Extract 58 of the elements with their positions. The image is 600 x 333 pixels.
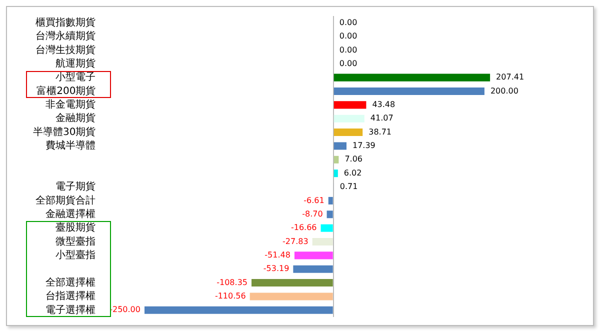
- data-label: -108.35: [216, 278, 248, 287]
- data-label: -250.00: [110, 305, 140, 314]
- bar: [312, 238, 333, 246]
- y-tick-label: 航運期貨: [56, 57, 96, 70]
- data-label: -6.61: [304, 196, 324, 205]
- bar: [334, 101, 366, 109]
- data-label: 0.71: [340, 182, 358, 192]
- data-label: 17.39: [352, 141, 376, 150]
- bar: [334, 156, 339, 164]
- data-label: 207.41: [496, 72, 524, 82]
- data-label: -16.66: [290, 223, 317, 232]
- data-label: 7.06: [344, 154, 363, 164]
- y-tick-label: 富櫃200期貨: [36, 84, 96, 97]
- y-tick-label: 微型臺指: [56, 235, 96, 248]
- data-label: 6.02: [344, 168, 362, 178]
- y-tick-label: 台指選擇權: [46, 290, 96, 302]
- y-tick-label: 非金電期貨: [46, 98, 96, 111]
- bar: [252, 279, 333, 287]
- data-label: -110.56: [214, 292, 246, 301]
- y-tick-label: 櫃買指數期貨: [36, 16, 96, 28]
- data-label: 200.00: [490, 86, 518, 96]
- data-label: 0.00: [339, 45, 358, 54]
- bar: [326, 210, 333, 218]
- bar: [328, 196, 333, 204]
- bar: [320, 224, 333, 232]
- data-label: 0.00: [339, 58, 358, 68]
- y-tick-label: 金融期貨: [56, 112, 96, 124]
- y-tick-label: 全部選擇權: [46, 276, 96, 288]
- bar: [334, 142, 346, 150]
- y-tick-label: 臺股期貨: [56, 222, 96, 234]
- bar: [250, 292, 333, 300]
- bar: [334, 170, 338, 178]
- bar: [334, 74, 490, 82]
- bar: [334, 87, 484, 96]
- y-tick-label: 小型電子: [56, 71, 96, 84]
- data-label: 0.00: [339, 18, 358, 27]
- data-label: 0.00: [339, 32, 358, 41]
- bar: [334, 114, 364, 122]
- y-tick-label: 小型臺指: [56, 249, 96, 262]
- bar: [293, 265, 333, 273]
- data-label: -51.48: [264, 250, 290, 260]
- bar: [334, 128, 363, 136]
- y-tick-label: 全部期貨合計: [36, 194, 96, 206]
- data-label: 43.48: [372, 100, 396, 110]
- y-tick-label: 台灣生技期貨: [36, 44, 96, 56]
- y-tick-label: 台灣永續期貨: [36, 30, 96, 42]
- data-label: -53.19: [263, 264, 290, 274]
- y-tick-label: 電子期貨: [56, 180, 96, 193]
- data-label: 38.71: [368, 127, 392, 136]
- y-tick-label: 金融選擇權: [46, 208, 96, 220]
- y-tick-label: 費城半導體: [46, 140, 96, 152]
- y-tick-label: 電子選擇權: [46, 304, 96, 316]
- data-label: 41.07: [370, 114, 394, 123]
- data-label: -27.83: [282, 236, 308, 246]
- bar: [294, 252, 333, 260]
- data-label: -8.70: [302, 209, 323, 218]
- y-tick-label: 半導體30期貨: [32, 126, 96, 138]
- bar: [144, 306, 333, 314]
